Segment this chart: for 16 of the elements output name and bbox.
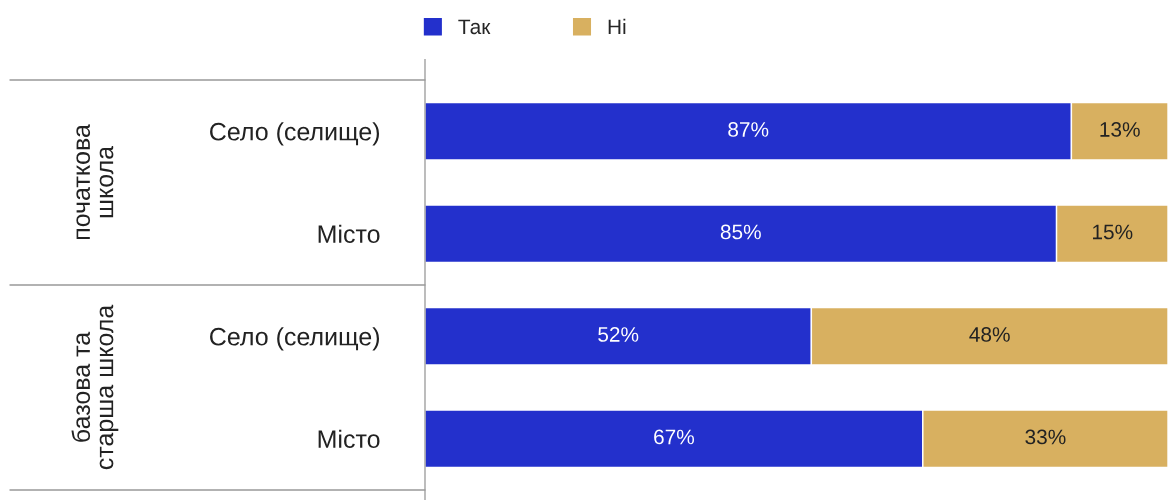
data-label: 85% (720, 224, 761, 240)
y-tick-label: Село (селище) (210, 327, 380, 351)
y-tick-label: Місто (318, 224, 380, 244)
data-label: 48% (969, 327, 1010, 342)
text: початкова школа (76, 124, 114, 240)
data-label: 67% (654, 429, 695, 445)
data-label: 15% (1093, 224, 1133, 240)
y-tick-label: Місто (318, 429, 380, 449)
y-tick-label: Село (селище) (210, 122, 380, 146)
legend-label: Ні (608, 18, 626, 34)
data-label: 52% (598, 327, 639, 342)
data-label: 87% (728, 122, 769, 137)
text: базова та старша школа (71, 304, 119, 470)
data-label: 33% (1025, 429, 1066, 445)
legend-label: Так (458, 19, 491, 35)
data-label: 13% (1100, 122, 1140, 137)
